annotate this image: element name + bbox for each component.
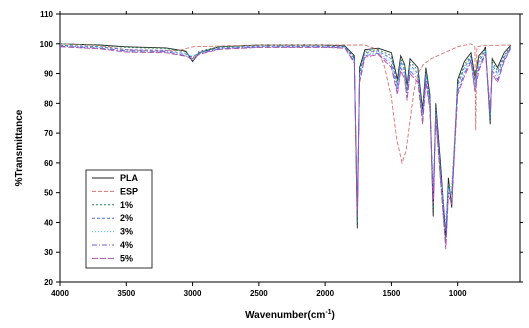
x-tick-label: 1000 — [449, 289, 467, 298]
x-tick-label: 4000 — [51, 289, 69, 298]
legend: PLA ESP 1% 2% 3% 4% 5% — [85, 169, 153, 269]
plot-frame — [59, 13, 521, 283]
series-line-esp — [59, 43, 511, 165]
legend-label: PLA — [120, 173, 139, 183]
series-line-2pct — [59, 44, 512, 232]
y-tick-label: 50 — [44, 189, 53, 198]
series-line-4pct — [59, 45, 512, 247]
x-axis: 4000 3500 3000 2500 2000 1500 1000 — [51, 11, 467, 298]
x-axis-label-main: Wavenumber(cm — [245, 310, 325, 321]
legend-label: 4% — [120, 240, 133, 250]
legend-label: 1% — [120, 200, 133, 210]
y-tick-label: 100 — [40, 40, 54, 49]
y-tick-label: 90 — [44, 70, 53, 79]
series-line-5pct — [59, 46, 512, 250]
y-axis: 20 30 40 50 60 70 80 90 100 110 — [40, 10, 523, 287]
series-line-1pct — [59, 43, 512, 244]
x-axis-label-superscript: -1 — [325, 309, 331, 316]
x-axis-label: Wavenumber(cm-1) — [245, 309, 335, 321]
legend-box — [85, 169, 153, 269]
x-tick-label: 1500 — [383, 289, 401, 298]
legend-label: 5% — [120, 253, 133, 263]
x-tick-label: 3000 — [184, 289, 202, 298]
x-tick-label: 3500 — [117, 289, 135, 298]
y-tick-label: 60 — [44, 159, 53, 168]
series-group — [59, 43, 512, 250]
y-tick-label: 30 — [44, 248, 53, 257]
x-tick-label: 2500 — [250, 289, 268, 298]
y-tick-label: 80 — [44, 99, 53, 108]
legend-label: 3% — [120, 227, 133, 237]
y-tick-label: 20 — [44, 278, 53, 287]
x-tick-label: 2000 — [316, 289, 334, 298]
y-tick-label: 70 — [44, 129, 53, 138]
y-axis-label: %Transmittance — [14, 109, 25, 186]
y-tick-label: 40 — [44, 218, 53, 227]
legend-label: ESP — [120, 186, 138, 196]
legend-label: 2% — [120, 213, 133, 223]
x-axis-label-end: ) — [332, 310, 335, 321]
y-tick-label: 110 — [40, 10, 53, 19]
